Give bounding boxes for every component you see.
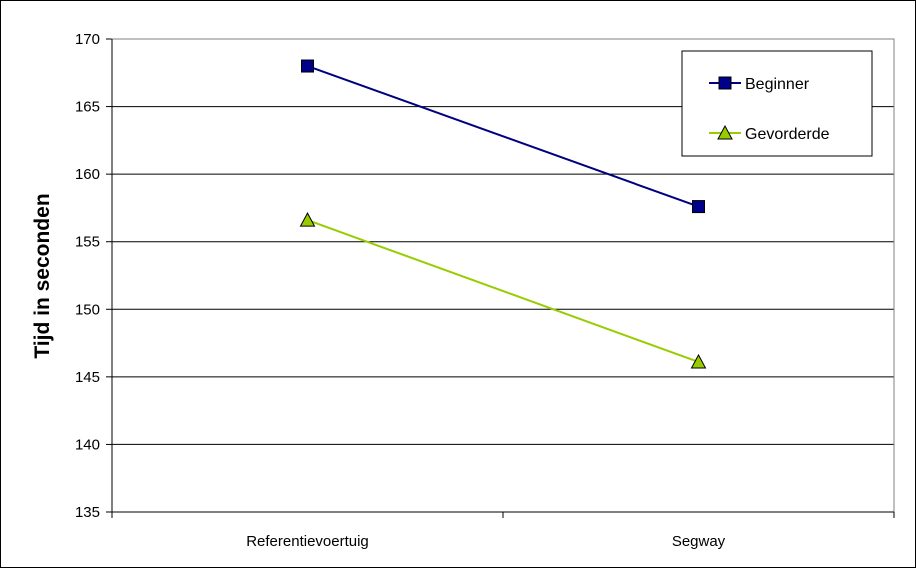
axes: 135 140 145 150 155 160 165 170 Referentievoertu… <box>75 31 895 550</box>
y-tick-label: 155 <box>75 234 100 251</box>
y-tick-label: 145 <box>75 369 100 386</box>
legend-label: Beginner <box>745 76 810 93</box>
x-tick-label: Referentievoertuig <box>246 533 369 550</box>
series-line <box>307 219 699 363</box>
legend-entry: Beginner <box>709 76 810 93</box>
legend: Beginner Gevorderde <box>681 50 873 157</box>
y-axis-title: Tijd in seconden <box>31 193 54 358</box>
data-point-marker <box>692 200 705 214</box>
legend-marker <box>718 76 732 90</box>
y-tick-label: 135 <box>75 504 100 521</box>
legend-entry: Gevorderde <box>709 124 830 143</box>
y-tick-label: 170 <box>75 31 100 48</box>
legend-label: Gevorderde <box>745 126 830 143</box>
series-line <box>307 65 699 208</box>
y-tick-label: 160 <box>75 166 100 183</box>
data-point-marker <box>301 59 314 73</box>
series-layer <box>299 59 707 369</box>
series-gevorderde <box>299 212 707 369</box>
series-beginner <box>301 59 705 214</box>
y-tick-label: 140 <box>75 436 100 453</box>
legend-box <box>681 50 873 157</box>
data-point-marker <box>690 353 707 369</box>
y-tick-label: 150 <box>75 301 100 318</box>
y-tick-label: 165 <box>75 99 100 116</box>
data-point-marker <box>299 212 316 227</box>
legend-marker <box>717 124 733 140</box>
x-tick-label: Segway <box>672 533 726 550</box>
